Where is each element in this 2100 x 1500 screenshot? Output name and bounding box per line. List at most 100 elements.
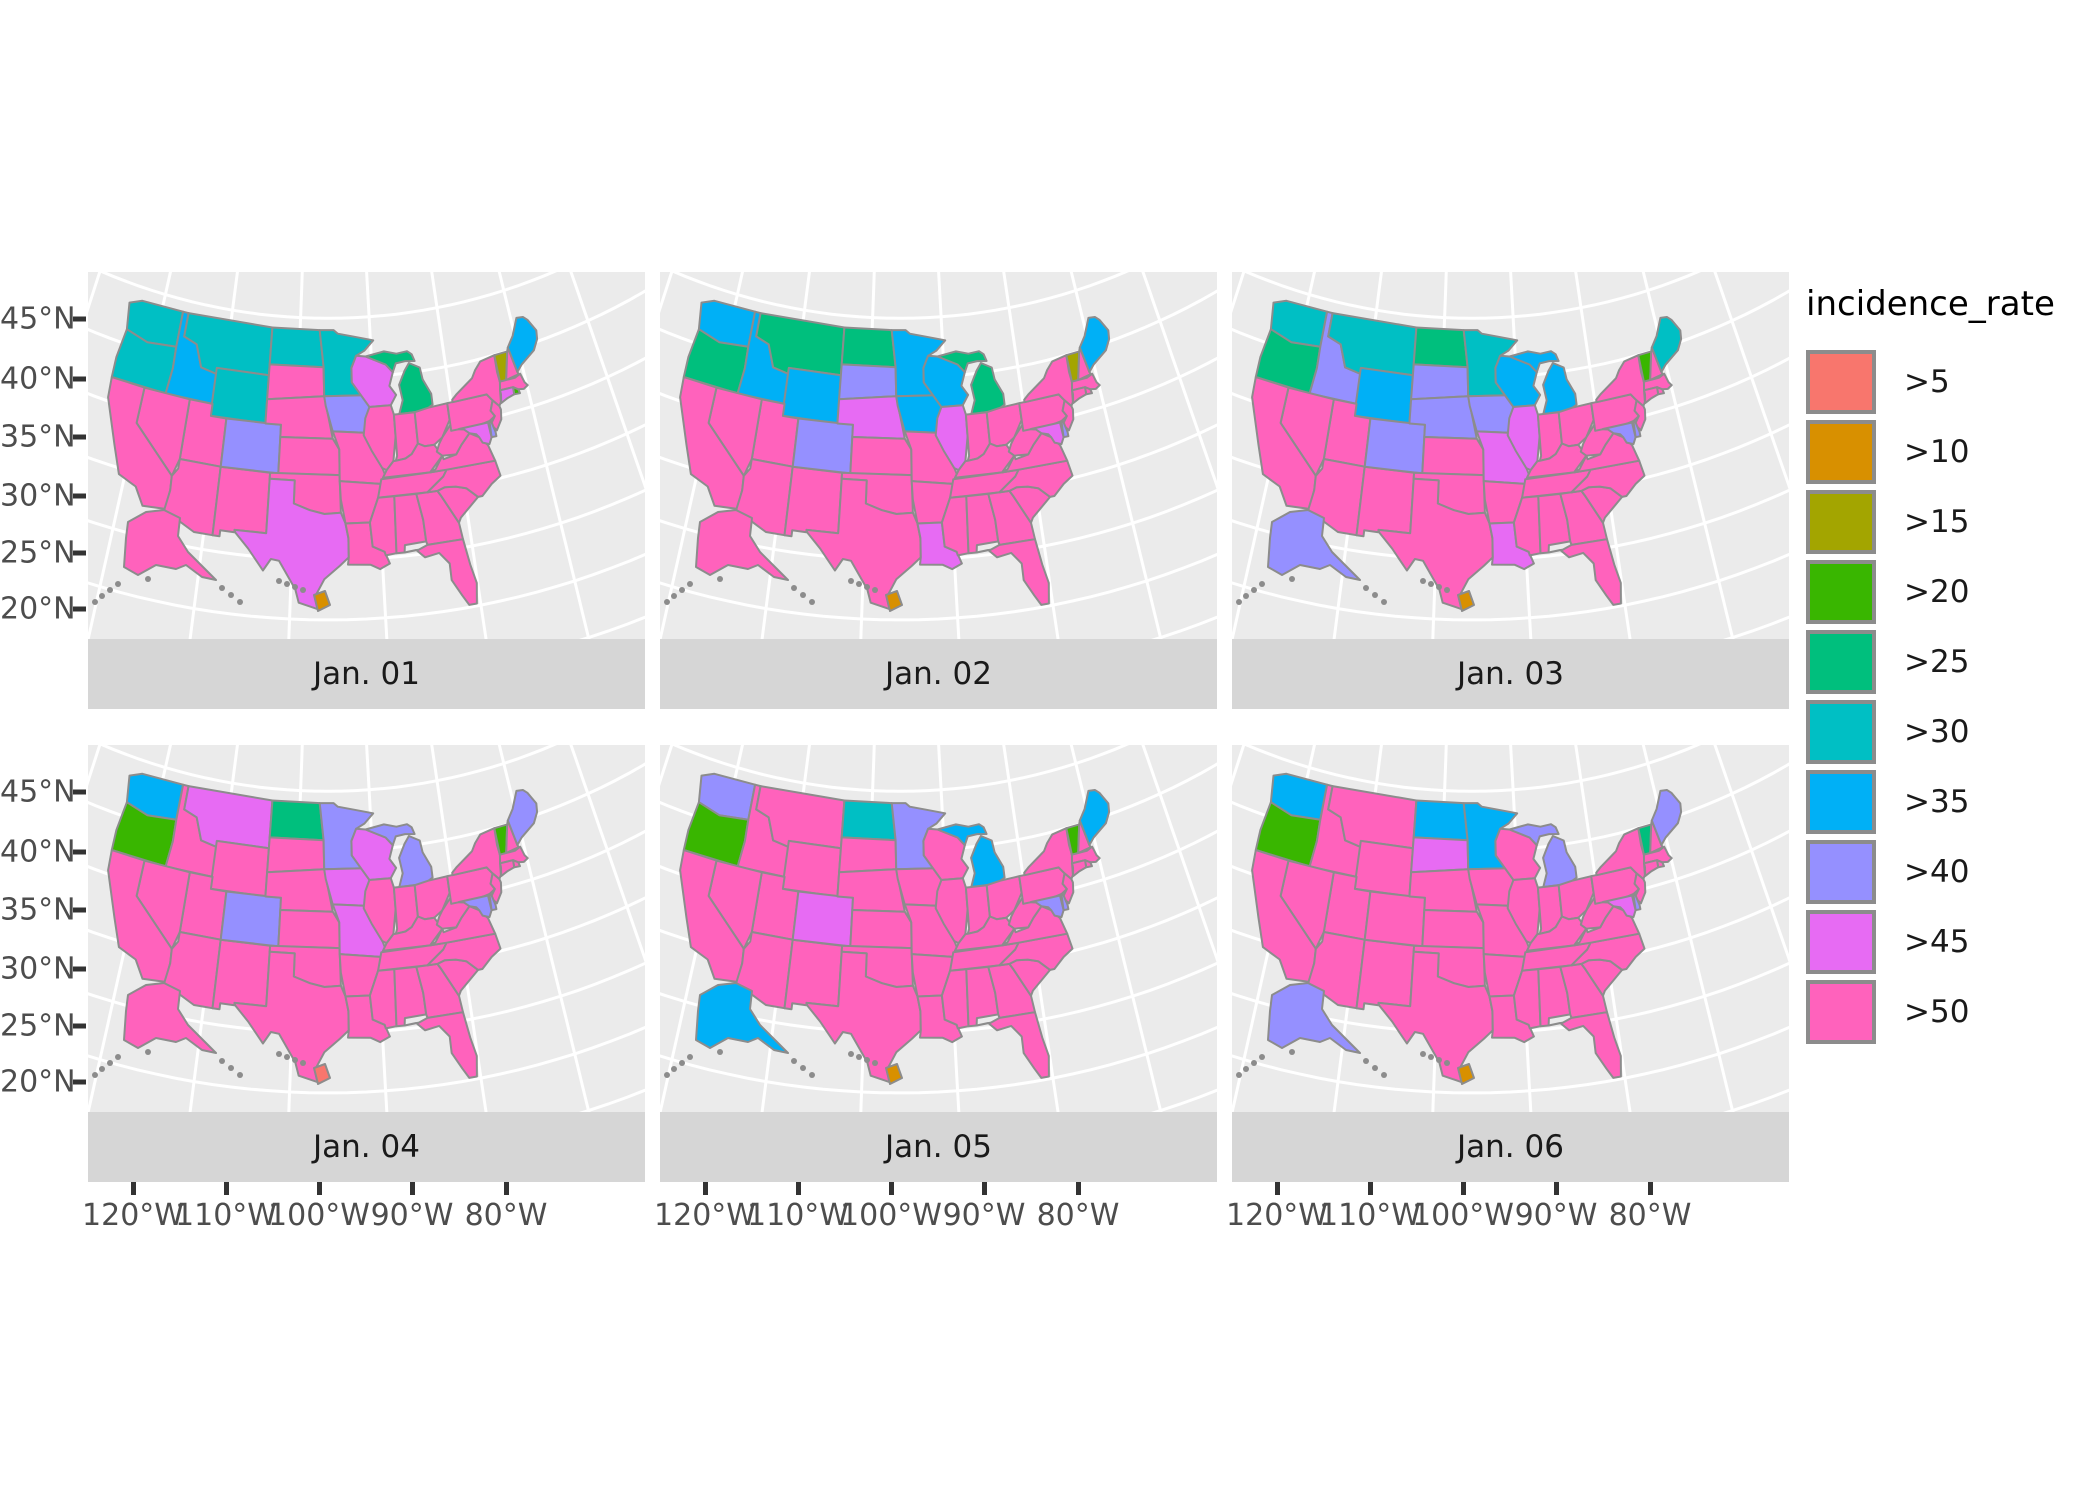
y-axis-tick-label: 35°N [0,892,76,928]
state-KS [277,436,341,477]
state-ME [1650,789,1683,846]
aleutian-island-dot [1259,581,1265,587]
map-svg [660,272,1217,639]
state-ND [840,326,897,369]
state-NJ [489,872,503,905]
y-axis-tick-mark [73,376,86,382]
state-WI [922,354,970,408]
state-ND [1412,799,1469,842]
x-axis-tick-mark [504,1182,509,1195]
y-axis-tick-mark [73,434,86,440]
state-MI [1508,350,1560,374]
facet-strip: Jan. 04 [88,1112,645,1182]
facet-label: Jan. 03 [1457,656,1564,692]
map-svg [88,272,645,639]
state-NJ [489,399,503,432]
y-axis-tick-mark [73,550,86,556]
aleutian-island-dot [1381,599,1387,605]
legend-key-swatch [1806,980,1876,1044]
aleutian-island-dot [671,1066,677,1072]
aleutian-island-dot [1236,1072,1242,1078]
x-axis-tick-label: 100°W [1412,1198,1514,1233]
aleutian-island-dot [809,1072,815,1078]
graticule-line [1141,745,1217,964]
x-axis-tick-mark [317,1182,322,1195]
legend-key-label: >25 [1904,644,1970,680]
legend-key-swatch [1806,910,1876,974]
hawaii-island-dot [1444,587,1450,593]
state-WY [1353,839,1414,898]
state-SD [266,363,326,401]
aleutian-island-dot [107,1060,113,1066]
aleutian-island-dot [1381,1072,1387,1078]
choropleth-map [1232,745,1789,1112]
legend-item: >40 [1806,840,2055,904]
y-axis-tick-label: 40°N [0,834,76,870]
y-axis-tick-mark [73,1023,86,1029]
state-WI [1494,827,1542,881]
aleutian-island-dot [791,1058,797,1064]
legend-key-label: >50 [1904,994,1970,1030]
aleutian-island-dot [1363,1058,1369,1064]
state-ME [1078,316,1111,373]
aleutian-island-dot [679,1060,685,1066]
legend-item: >45 [1806,910,2055,974]
legend-key-swatch [1806,420,1876,484]
state-CO [791,890,854,948]
state-SD [266,836,326,874]
graticule-line [569,745,645,964]
state-CO [1363,890,1426,948]
facet-panel: Jan. 03 [1232,272,1789,709]
x-axis-tick-mark [1648,1182,1653,1195]
x-axis-tick-mark [1554,1182,1559,1195]
hawaii-island-dot [284,1054,290,1060]
state-MI [398,362,434,416]
hawaii-island-dot [276,1051,282,1057]
x-axis-tick-label: 110°W [175,1198,277,1233]
aleutian-island-dot [671,593,677,599]
x-axis-tick-label: 120°W [1226,1198,1328,1233]
facet-panel: Jan. 05 [660,745,1217,1182]
y-axis-tick-label: 25°N [0,1008,76,1044]
facet-label: Jan. 05 [885,1129,992,1165]
aleutian-island-dot [679,587,685,593]
hawaii-island-dot [1428,1054,1434,1060]
x-axis-tick-label: 120°W [82,1198,184,1233]
aleutian-island-dot [1251,587,1257,593]
y-axis-tick-mark [73,907,86,913]
hawaii-island-dot [284,581,290,587]
hawaii-island-dot [300,587,306,593]
legend-items: >5 >10 >15 >20 >25 >30 >35 >40 >45 >50 [1806,350,2055,1044]
legend-key-label: >15 [1904,504,1970,540]
hawaii-island-dot [292,1057,298,1063]
state-CT [499,859,516,878]
aleutian-island-dot [92,599,98,605]
state-WY [781,839,842,898]
hawaii-island-dot [1436,584,1442,590]
y-axis-tick-label: 45°N [0,774,76,810]
hawaii-island-dot [856,581,862,587]
x-axis-tick-label: 100°W [840,1198,942,1233]
aleutian-island-dot [115,1054,121,1060]
aleutian-island-dot [1372,592,1378,598]
x-axis-tick-mark [982,1182,987,1195]
state-NM [783,465,844,538]
state-AK [695,509,789,581]
state-ME [1650,316,1683,373]
state-CO [219,417,282,475]
state-CA [1251,849,1317,983]
legend-key-swatch [1806,840,1876,904]
state-NJ [1061,399,1075,432]
state-FL [403,1011,478,1079]
state-AK [123,509,217,581]
state-ME [506,316,539,373]
y-axis-tick-label: 25°N [0,535,76,571]
y-axis-tick-label: 30°N [0,951,76,987]
x-axis-tick-mark [796,1182,801,1195]
state-FL [975,538,1050,606]
state-CT [499,386,516,405]
legend-key-swatch [1806,770,1876,834]
y-axis-tick-label: 35°N [0,419,76,455]
y-axis-tick-mark [73,606,86,612]
facet-label: Jan. 04 [313,1129,420,1165]
